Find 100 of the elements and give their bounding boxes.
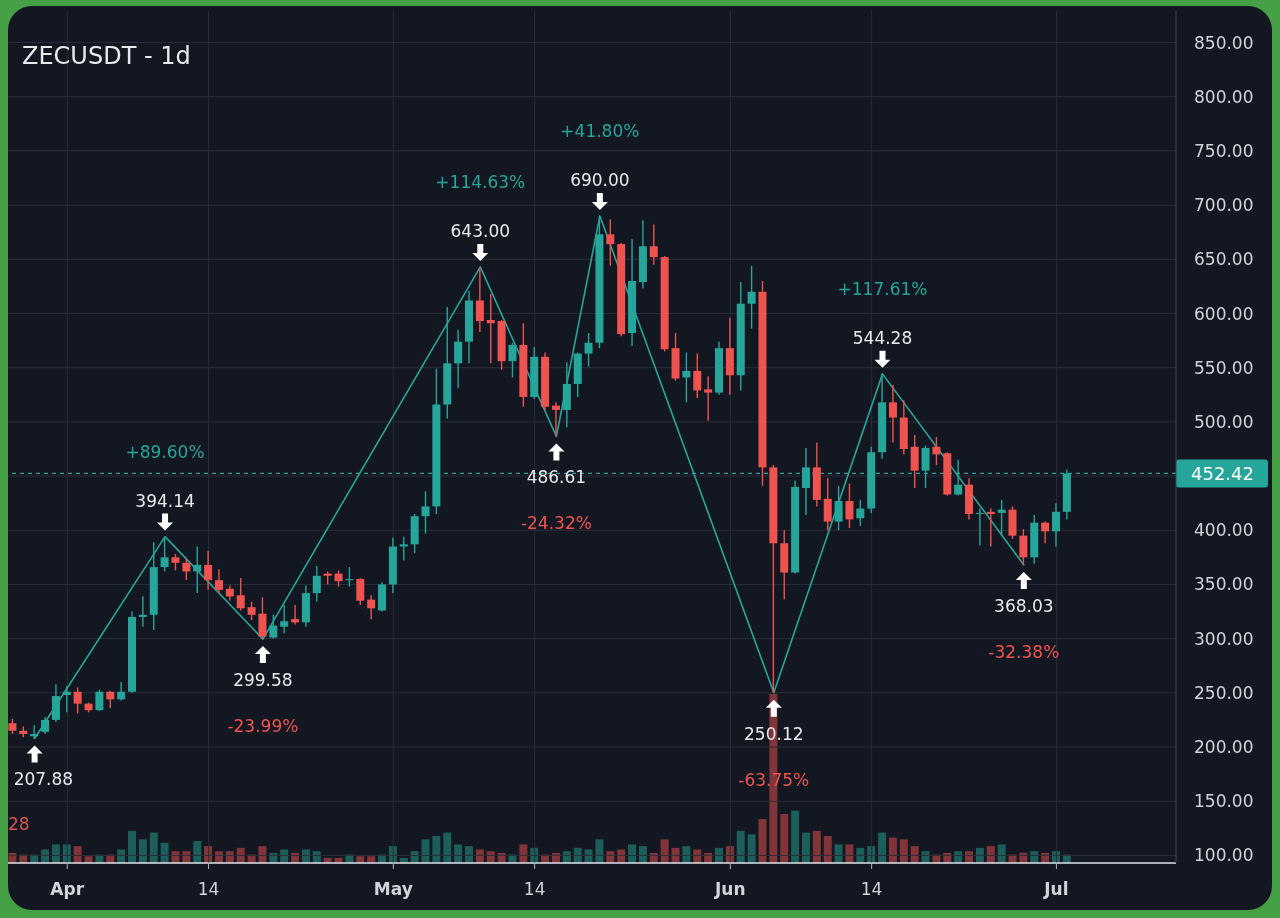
annotation: 690.00 (570, 169, 630, 190)
candlestick (160, 535, 169, 573)
y-tick-label: 850.00 (1194, 32, 1254, 53)
y-tick-label: 700.00 (1194, 195, 1254, 216)
annotation: +41.80% (560, 120, 640, 141)
candlestick (291, 604, 300, 626)
annotation: +117.61% (837, 278, 928, 299)
x-tick-label: May (373, 879, 413, 900)
candlestick (214, 568, 223, 594)
candlestick (182, 557, 191, 581)
y-tick-label: 650.00 (1194, 249, 1254, 270)
annotation: 643.00 (450, 220, 511, 241)
candlestick (280, 604, 289, 634)
x-tick-label: Jul (1043, 879, 1069, 900)
candlestick (508, 342, 517, 379)
y-tick-label: 750.00 (1194, 140, 1254, 161)
bar (138, 839, 147, 863)
candlestick (986, 507, 995, 548)
annotation: 207.88 (13, 769, 74, 790)
annotation: -63.75% (738, 769, 810, 790)
annotation: 299.58 (233, 670, 293, 691)
bar (780, 813, 789, 863)
candlestick (1041, 520, 1050, 544)
candlestick (236, 577, 245, 612)
candlestick (845, 482, 854, 529)
candlestick (399, 536, 408, 562)
bar (758, 819, 767, 863)
candlestick (551, 401, 560, 438)
candlestick (693, 352, 702, 399)
candlestick (62, 685, 71, 714)
y-tick-label: 800.00 (1194, 86, 1254, 107)
annotation: 394.14 (135, 490, 195, 511)
x-tick-label: Apr (50, 879, 85, 900)
candlestick (649, 223, 658, 266)
candlestick (704, 375, 713, 422)
candlestick (356, 577, 365, 606)
ref-line-label: 452.42 (1191, 462, 1254, 484)
candlestick (312, 565, 321, 603)
annotation: +89.60% (125, 441, 205, 462)
bar (149, 832, 158, 863)
y-tick-label: 350.00 (1194, 574, 1254, 595)
candlestick (1051, 502, 1060, 548)
candlestick (73, 686, 82, 715)
candlestick (204, 550, 213, 591)
y-tick-label: 500.00 (1194, 411, 1254, 432)
candlestick (269, 614, 278, 640)
bar (432, 835, 441, 863)
bar (193, 841, 202, 863)
bar (899, 839, 908, 863)
candlestick (454, 329, 463, 389)
x-tick-label: 14 (523, 879, 546, 900)
bar (628, 844, 637, 863)
bar (878, 832, 887, 863)
y-tick-label: 300.00 (1194, 628, 1254, 649)
y-tick-label: 550.00 (1194, 357, 1254, 378)
candlestick (247, 601, 256, 621)
annotation: 544.28 (852, 327, 913, 348)
annotation: 250.12 (744, 723, 804, 744)
candlestick (584, 332, 593, 368)
candlestick (888, 384, 897, 444)
bar (747, 834, 756, 863)
text: ZECUSDT - 1d (22, 42, 191, 70)
x-tick-label: Jun (714, 879, 746, 900)
candlestick (95, 688, 104, 712)
candlestick (117, 681, 126, 702)
bar (834, 844, 843, 863)
annotation: +114.63% (435, 171, 526, 192)
bar (51, 844, 60, 863)
candlestick (910, 434, 919, 489)
candlestick (834, 485, 843, 531)
bar (595, 839, 604, 863)
candlestick (682, 351, 691, 404)
bar (421, 839, 430, 863)
bar (823, 835, 832, 863)
bar (801, 832, 810, 863)
annotation: 368.03 (994, 595, 1054, 616)
candlestick (138, 595, 147, 628)
y-tick-label: 200.00 (1194, 737, 1254, 758)
annotation: -32.38% (988, 641, 1060, 662)
candlestick (51, 683, 60, 723)
annotation: -23.99% (227, 716, 299, 737)
annotation: 28 (8, 814, 30, 834)
candlestick (997, 499, 1006, 537)
bar (888, 837, 897, 863)
annotation: -24.32% (520, 513, 592, 534)
bar (443, 832, 452, 863)
bar (128, 830, 137, 863)
y-tick-label: 150.00 (1194, 791, 1254, 812)
candlestick (747, 265, 756, 330)
candlestick (486, 293, 495, 365)
candlestick (1019, 528, 1028, 566)
bar (791, 810, 800, 863)
bar (660, 839, 669, 863)
candlestick (475, 266, 484, 333)
x-tick-label: 14 (197, 879, 220, 900)
x-tick-label: 14 (860, 879, 883, 900)
y-tick-label: 250.00 (1194, 682, 1254, 703)
annotation: 486.61 (526, 467, 587, 488)
candlestick (193, 545, 202, 594)
bar (997, 844, 1006, 863)
